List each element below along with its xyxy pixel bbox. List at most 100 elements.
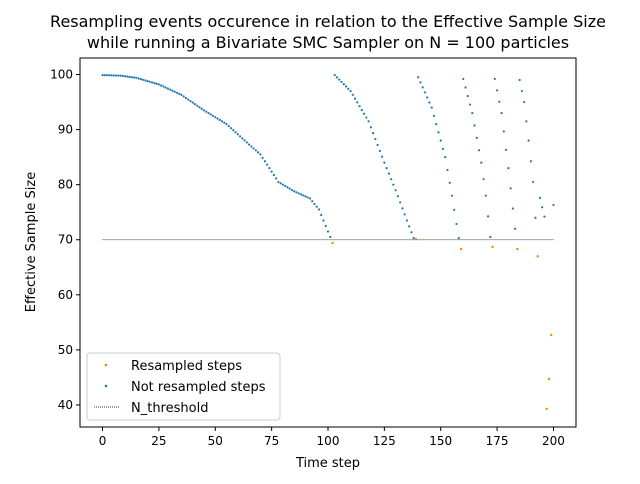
not-resampled-point (236, 133, 239, 136)
not-resampled-point (482, 178, 485, 181)
not-resampled-point (218, 118, 221, 122)
not-resampled-point (133, 76, 136, 79)
not-resampled-point (408, 225, 411, 228)
not-resampled-point (229, 127, 233, 130)
not-resampled-point (286, 186, 289, 189)
y-tick-label: 70 (58, 233, 73, 247)
x-tick-label: 0 (99, 434, 107, 448)
not-resampled-point (227, 125, 230, 128)
not-resampled-point (279, 182, 282, 185)
x-axis-label: Time step (295, 456, 360, 471)
not-resampled-point (520, 89, 523, 93)
x-tick-label: 25 (151, 434, 166, 448)
not-resampled-point (455, 222, 458, 226)
not-resampled-point (523, 100, 526, 104)
not-resampled-point (220, 120, 224, 123)
not-resampled-point (162, 85, 165, 88)
not-resampled-point (112, 74, 115, 77)
not-resampled-point (121, 74, 124, 78)
not-resampled-point (202, 109, 206, 112)
not-resampled-point (365, 116, 368, 119)
not-resampled-point (308, 197, 312, 200)
not-resampled-point (344, 85, 348, 88)
not-resampled-point (448, 181, 451, 184)
not-resampled-point (187, 98, 190, 101)
not-resampled-point (484, 194, 487, 197)
not-resampled-point (151, 81, 154, 84)
not-resampled-point (135, 76, 138, 79)
y-tick-label: 40 (58, 398, 73, 412)
not-resampled-point (173, 90, 176, 93)
x-tick-label: 75 (264, 434, 279, 448)
not-resampled-point (277, 180, 280, 184)
not-resampled-point (142, 78, 145, 81)
not-resampled-point (302, 194, 305, 197)
x-tick-label: 125 (373, 434, 396, 448)
not-resampled-point (396, 195, 399, 198)
not-resampled-point (493, 77, 496, 81)
resampled-point (545, 407, 548, 411)
not-resampled-point (403, 213, 406, 216)
not-resampled-point (473, 124, 476, 127)
resampled-point (331, 241, 334, 245)
not-resampled-point (489, 235, 492, 239)
not-resampled-point (349, 89, 352, 93)
not-resampled-point (329, 235, 332, 239)
not-resampled-point (191, 101, 194, 104)
not-resampled-point (552, 203, 555, 207)
y-tick-label: 60 (58, 288, 73, 302)
not-resampled-point (105, 74, 109, 77)
not-resampled-point (293, 190, 296, 193)
not-resampled-point (340, 80, 343, 84)
not-resampled-point (247, 143, 251, 146)
not-resampled-point (342, 83, 345, 86)
not-resampled-point (263, 160, 266, 163)
not-resampled-point (108, 74, 111, 77)
not-resampled-point (486, 215, 490, 218)
not-resampled-point (160, 84, 163, 87)
not-resampled-point (421, 86, 424, 89)
not-resampled-point (423, 91, 427, 94)
not-resampled-point (468, 103, 472, 106)
not-resampled-point (441, 147, 445, 150)
resampled-point (547, 377, 551, 381)
not-resampled-point (139, 78, 142, 81)
not-resampled-point (507, 167, 510, 170)
y-axis-label: Effective Sample Size (24, 172, 39, 312)
not-resampled-point (261, 156, 264, 159)
not-resampled-point (313, 202, 316, 206)
not-resampled-point (175, 91, 179, 94)
not-resampled-point (304, 195, 307, 198)
y-tick-label: 80 (58, 178, 73, 192)
not-resampled-point (214, 116, 217, 119)
not-resampled-point (169, 88, 172, 91)
not-resampled-point (250, 145, 253, 148)
not-resampled-point (272, 173, 275, 177)
not-resampled-point (180, 93, 183, 96)
not-resampled-point (502, 130, 505, 133)
not-resampled-point (275, 177, 278, 180)
not-resampled-point (385, 167, 388, 170)
not-resampled-point (383, 161, 386, 164)
not-resampled-point (367, 120, 370, 123)
not-resampled-point (335, 76, 339, 79)
not-resampled-point (432, 114, 436, 117)
not-resampled-point (184, 96, 188, 100)
not-resampled-point (444, 156, 447, 159)
x-axis: 0 25 50 75 100 125 150 175 200 (99, 427, 565, 448)
not-resampled-point (392, 183, 395, 186)
not-resampled-point (500, 111, 503, 115)
not-resampled-point (295, 191, 298, 194)
not-resampled-point (259, 153, 262, 156)
not-resampled-point (495, 89, 499, 92)
not-resampled-point (182, 95, 185, 98)
not-resampled-point (387, 172, 390, 175)
x-tick-label: 150 (429, 434, 452, 448)
not-resampled-point (417, 76, 420, 79)
not-resampled-point (126, 75, 129, 78)
not-resampled-point (216, 117, 219, 120)
not-resampled-point (505, 148, 508, 151)
not-resampled-point (144, 79, 147, 82)
not-resampled-point (534, 216, 537, 219)
